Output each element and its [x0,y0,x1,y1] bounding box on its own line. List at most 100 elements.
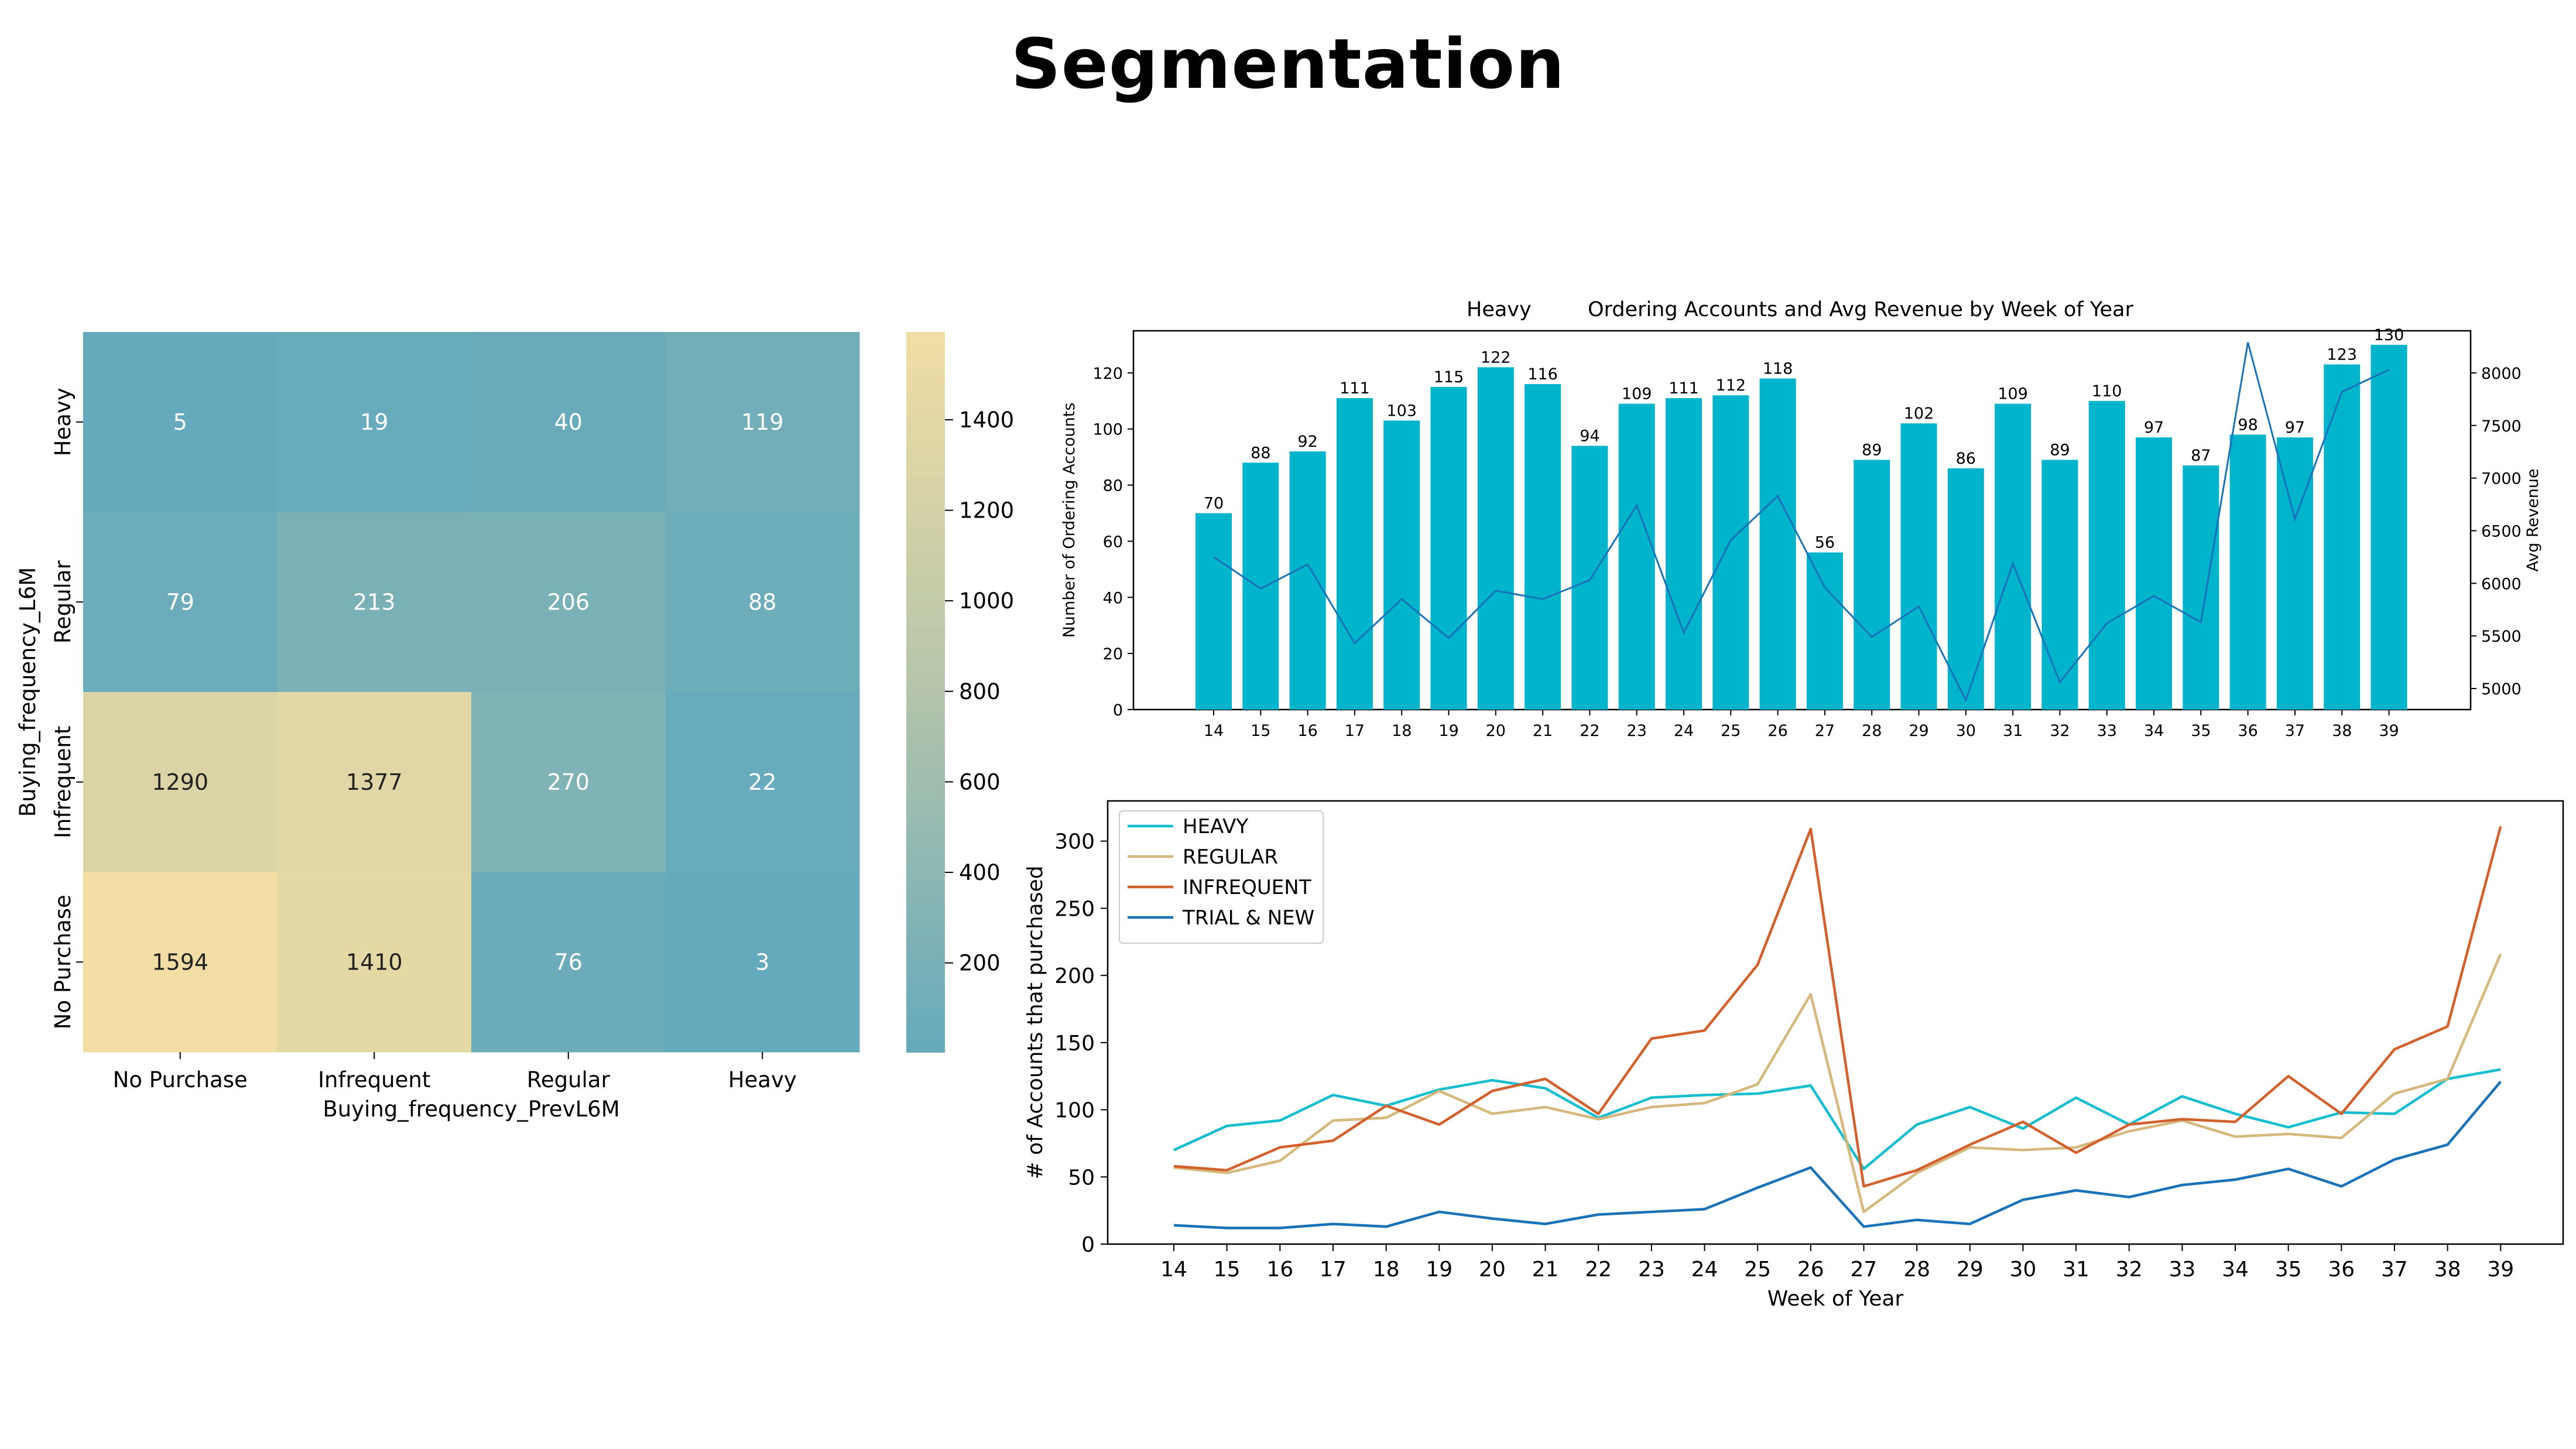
heatmap-cell-label: 119 [741,409,784,435]
colorbar-segment [906,584,945,594]
x-tick-label: 34 [2144,722,2164,740]
heatmap-cell-label: 213 [353,589,396,615]
x-tick-label: 38 [2332,722,2352,740]
colorbar-segment [906,1025,945,1035]
x-tick-label: 27 [1815,722,1835,740]
bar-value-label: 86 [1956,450,1976,468]
colorbar-segment [906,926,945,936]
legend-box [1119,810,1324,944]
colorbar-segment [906,755,945,765]
x-tick-label: 22 [1580,722,1599,740]
x-tick-label: 18 [1373,1258,1400,1282]
x-tick-label: 39 [2487,1258,2514,1282]
bar [2324,364,2361,710]
y-axis-label: Number of Ordering Accounts [1060,403,1078,638]
x-tick-label: 36 [2238,722,2258,740]
heatmap-cell-label: 3 [755,949,769,975]
bar-value-label: 118 [1763,359,1793,378]
colorbar-segment [906,710,945,720]
colorbar-tick-label: 1400 [959,407,1014,433]
colorbar-segment [906,872,945,882]
colorbar-segment [906,440,945,450]
avg-revenue-line [1213,342,2390,703]
bar-value-label: 109 [1998,385,2028,403]
colorbar-segment [906,782,945,792]
colorbar-segment [906,728,945,738]
bar [2041,460,2078,710]
y-tick-label: 60 [1103,533,1123,551]
heatmap-chart: 5 19 40 119 79 213 206 88 1290 1377 270 22 1594 1410 7… [15,332,1014,1122]
x-tick-label: 21 [1532,1258,1559,1282]
colorbar-segment [906,836,945,846]
colorbar-segment [906,566,945,576]
x-tick-label: 35 [2191,722,2211,740]
bar-value-label: 123 [2327,346,2357,364]
x-tick-label: 33 [2097,722,2117,740]
colorbar-segment [906,1007,945,1017]
y-tick-label: Infrequent [50,726,76,838]
colorbar-segment [906,683,945,693]
colorbar-segment [906,989,945,999]
colorbar-segment [906,854,945,864]
heatmap-cell [665,692,860,872]
colorbar-segment [906,881,945,891]
colorbar-tick-label: 400 [959,860,1001,885]
series-line [1173,953,2502,1214]
colorbar-segment [906,341,945,351]
colorbar-segment [906,863,945,873]
colorbar-segment [906,458,945,468]
heatmap-cell-label: 1410 [346,949,403,975]
x-tick-label: 32 [2116,1258,2143,1282]
colorbar-segment [906,827,945,837]
x-tick-label: Infrequent [318,1067,430,1092]
heatmap-cell-label: 270 [547,769,590,795]
heatmap-cell [665,512,860,693]
x-tick-label: 35 [2275,1258,2302,1282]
bar-value-label: 116 [1527,365,1558,383]
x-tick-label: 38 [2434,1258,2461,1282]
y-tick-label: 0 [1081,1233,1095,1257]
colorbar-segment [906,476,945,486]
colorbar-segment [906,899,945,909]
x-tick-label: 16 [1266,1258,1293,1282]
heatmap-cell [83,872,278,1053]
bar [1336,398,1373,710]
x-tick-label: 28 [1903,1258,1930,1282]
x-tick-label: No Purchase [113,1067,248,1092]
x-tick-label: 37 [2381,1258,2408,1282]
colorbar-segment [906,503,945,513]
y-tick-label: Heavy [50,388,76,456]
y-tick-label: 40 [1103,589,1123,607]
y-tick-label: 100 [1092,421,1123,439]
legend-label: HEAVY [1183,815,1248,838]
x-tick-label: 20 [1479,1258,1506,1282]
heatmap-cell [665,872,860,1053]
heatmap-cell [83,692,278,872]
heatmap-cell-label: 206 [547,589,590,615]
legend-label: REGULAR [1183,845,1278,869]
x-tick-label: 27 [1851,1258,1878,1282]
colorbar-segment [906,962,945,972]
colorbar-segment [906,764,945,774]
bar-value-label: 56 [1815,534,1835,552]
x-tick-label: 26 [1797,1258,1824,1282]
bar-value-label: 92 [1297,433,1317,451]
colorbar-tick-label: 1200 [959,498,1014,523]
colorbar-segment [906,935,945,945]
x-tick-label: 17 [1320,1258,1347,1282]
colorbar-segment [906,413,945,423]
bar [1289,451,1326,710]
y-tick-label: No Purchase [50,895,76,1029]
bar-value-label: 111 [1340,379,1370,398]
colorbar-segment [906,485,945,495]
heatmap-cell-label: 88 [748,589,776,615]
colorbar-segment [906,674,945,684]
heatmap-cell [471,872,666,1053]
bar-value-label: 87 [2191,447,2211,465]
colorbar-segment [906,448,945,459]
colorbar-segment [906,629,945,639]
y-tick-label: 80 [1103,477,1123,495]
x-tick-label: 26 [1767,722,1787,740]
y-tick-label: 20 [1103,645,1123,663]
y2-axis-label: Avg Revenue [2524,468,2542,571]
